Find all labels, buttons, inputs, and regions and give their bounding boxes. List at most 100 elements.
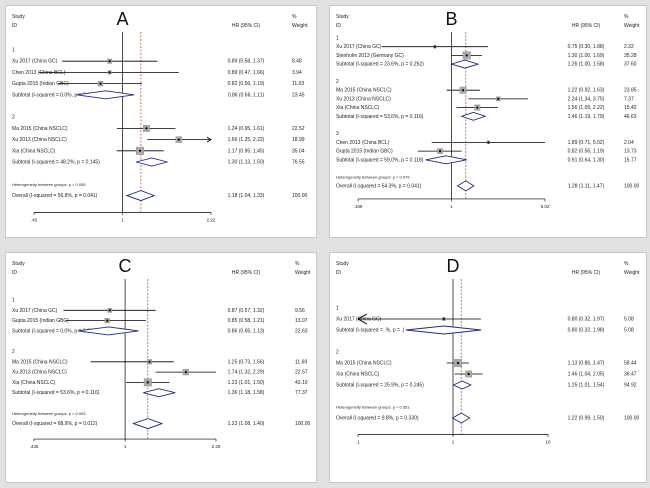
overall-label: Overall (I-squared = 9.8%, p = 0.330) — [336, 416, 419, 422]
point-estimate — [148, 360, 151, 363]
ci-text: 1.74 (1.32, 2.29) — [228, 370, 265, 376]
ci-text: 0.89 (0.58, 1.37) — [228, 59, 265, 65]
heterogeneity-note: Heterogeneity between groups: p = 0.005 — [12, 182, 86, 187]
x-tick-label: 2.22 — [207, 217, 216, 222]
group-label: 1 — [12, 298, 15, 304]
weight-text: 100.00 — [624, 183, 640, 189]
weight-text: 94.92 — [624, 383, 637, 389]
header-id: ID — [12, 23, 17, 29]
weight-text: 22.52 — [292, 126, 305, 132]
point-estimate — [433, 45, 436, 48]
point-estimate — [456, 361, 460, 365]
weight-text: 77.37 — [295, 390, 308, 396]
forest-plot-a-canvas: A Study ID HR (95% CI)% Weight 1 Xu 2017 (Chin… — [12, 9, 308, 222]
weight-text: 22.57 — [295, 370, 308, 376]
overall-label: Overall (I-squared = 68.9%, p = 0.012) — [12, 421, 98, 427]
x-tick-label: .1 — [356, 440, 360, 445]
point-estimate — [138, 149, 142, 152]
subtotal-label: Subtotal (I-squared = 25.9%, p = 0.245) — [336, 383, 424, 389]
overall-diamond — [451, 412, 471, 424]
header-weight-pct: % — [292, 14, 297, 20]
x-tick-label: .45 — [31, 217, 38, 222]
point-estimate — [476, 106, 479, 109]
point-estimate — [108, 309, 111, 312]
weight-text: 9.56 — [295, 308, 305, 314]
point-estimate — [497, 97, 500, 100]
forest-plot-d: D Study ID HR (95% CI)% Weight 1 Xu 2017 (Chin… — [329, 252, 647, 483]
ci-text: 0.86 (0.65, 1.13) — [228, 328, 265, 334]
weight-text: 22.63 — [295, 328, 308, 334]
subtotal-diamond — [135, 157, 168, 167]
study-label: Xu 2017 (China GC) — [12, 308, 58, 314]
ci-text: 2.24 (1.34, 3.75) — [568, 96, 605, 102]
study-label: Chen 2013 (China BCL) — [12, 70, 66, 76]
heterogeneity-note: Heterogeneity between groups: p = 0.079 — [336, 175, 410, 180]
ci-arrow-left — [356, 313, 368, 325]
point-estimate — [99, 82, 102, 85]
group-label: 3 — [336, 131, 339, 137]
study-label: Xu 2013 (China NSCLC) — [12, 137, 67, 143]
subtotal-diamond — [143, 388, 176, 398]
subtotal-diamond — [77, 326, 139, 336]
weight-text: 2.32 — [624, 44, 634, 50]
point-estimate — [442, 317, 445, 321]
ci-text: 1.26 (1.00, 1.58) — [568, 62, 605, 68]
weight-text: 3.94 — [292, 70, 302, 76]
ci-text: 0.80 (0.32, 1.98) — [568, 328, 605, 334]
point-estimate — [177, 138, 180, 141]
header-study: Study — [336, 14, 349, 20]
ci-text: 1.28 (1.11, 1.47) — [568, 183, 605, 189]
ci-text: 1.25 (1.01, 1.54) — [568, 383, 605, 389]
subtotal-label: Subtotal (I-squared = 23.6%, p = 0.252) — [336, 62, 424, 68]
ci-text: 1.46 (1.04, 2.05) — [568, 372, 605, 378]
study-label: Xia (China NSCLC) — [336, 105, 380, 111]
weight-text: 5.08 — [624, 317, 634, 323]
weight-text: 23.45 — [292, 92, 305, 98]
subtotal-diamond — [425, 155, 467, 165]
ci-text: 1.13 (0.86, 1.47) — [568, 361, 605, 367]
ci-text: 1.66 (1.25, 2.22) — [228, 137, 265, 143]
weight-text: 15.77 — [624, 157, 637, 163]
study-label: Gupta 2015 (Indian GBC) — [12, 318, 69, 324]
point-estimate — [467, 372, 470, 376]
study-label: Ma 2015 (China NSCLC) — [12, 126, 68, 132]
subtotal-label: Subtotal (I-squared = 0.0%, p = 0.953) — [12, 92, 97, 98]
point-estimate — [487, 141, 490, 144]
point-estimate — [438, 150, 442, 153]
header-effect: HR (95% CI) — [232, 23, 261, 29]
ci-text: 0.91 (0.64, 1.30) — [568, 157, 605, 163]
ci-text: 1.25 (0.73, 1.56) — [228, 359, 265, 365]
ci-text: 1.30 (1.13, 1.50) — [228, 160, 265, 166]
study-label: Xu 2013 (China NSCLC) — [336, 96, 391, 102]
x-tick-label: 5.02 — [541, 204, 550, 209]
weight-text: 46.63 — [624, 114, 637, 120]
header-effect: HR (95% CI) — [232, 270, 261, 276]
point-estimate — [184, 371, 187, 374]
weight-text: 13.73 — [624, 149, 637, 155]
x-tick-label: 2.29 — [212, 444, 221, 449]
weight-text: 43.10 — [295, 380, 308, 386]
overall-diamond — [456, 180, 475, 192]
header-weight: Weight — [295, 270, 311, 276]
study-label: Ma 2015 (China NSCLC) — [336, 88, 392, 94]
point-estimate — [461, 89, 465, 92]
group-label: 2 — [12, 115, 15, 121]
weight-text: 100.00 — [624, 416, 640, 422]
x-tick-label: 1 — [452, 440, 455, 445]
header-study: Study — [12, 14, 25, 20]
header-effect: HR (95% CI) — [572, 270, 601, 276]
weight-text: 35.28 — [624, 53, 637, 59]
panel-letter: C — [119, 256, 132, 276]
ci-text: 1.89 (0.71, 5.02) — [568, 140, 605, 146]
ci-text: 1.36 (1.18, 1.58) — [228, 390, 265, 396]
weight-text: 100.00 — [292, 193, 308, 199]
heterogeneity-note: Heterogeneity between groups: p = 0.003 — [12, 411, 86, 416]
weight-text: 11.03 — [292, 81, 304, 87]
study-label: Ma 2015 (China NSCLC) — [12, 359, 68, 365]
ci-text: 0.82 (0.56, 1.19) — [228, 81, 265, 87]
x-tick-label: 1 — [124, 444, 127, 449]
header-weight: Weight — [624, 270, 640, 276]
ci-text: 0.87 (0.57, 1.32) — [228, 308, 265, 314]
forest-plot-b-canvas: B Study ID HR (95% CI)% Weight 1 Xu 2017 (Chin… — [336, 9, 640, 209]
group-label: 1 — [336, 306, 339, 312]
